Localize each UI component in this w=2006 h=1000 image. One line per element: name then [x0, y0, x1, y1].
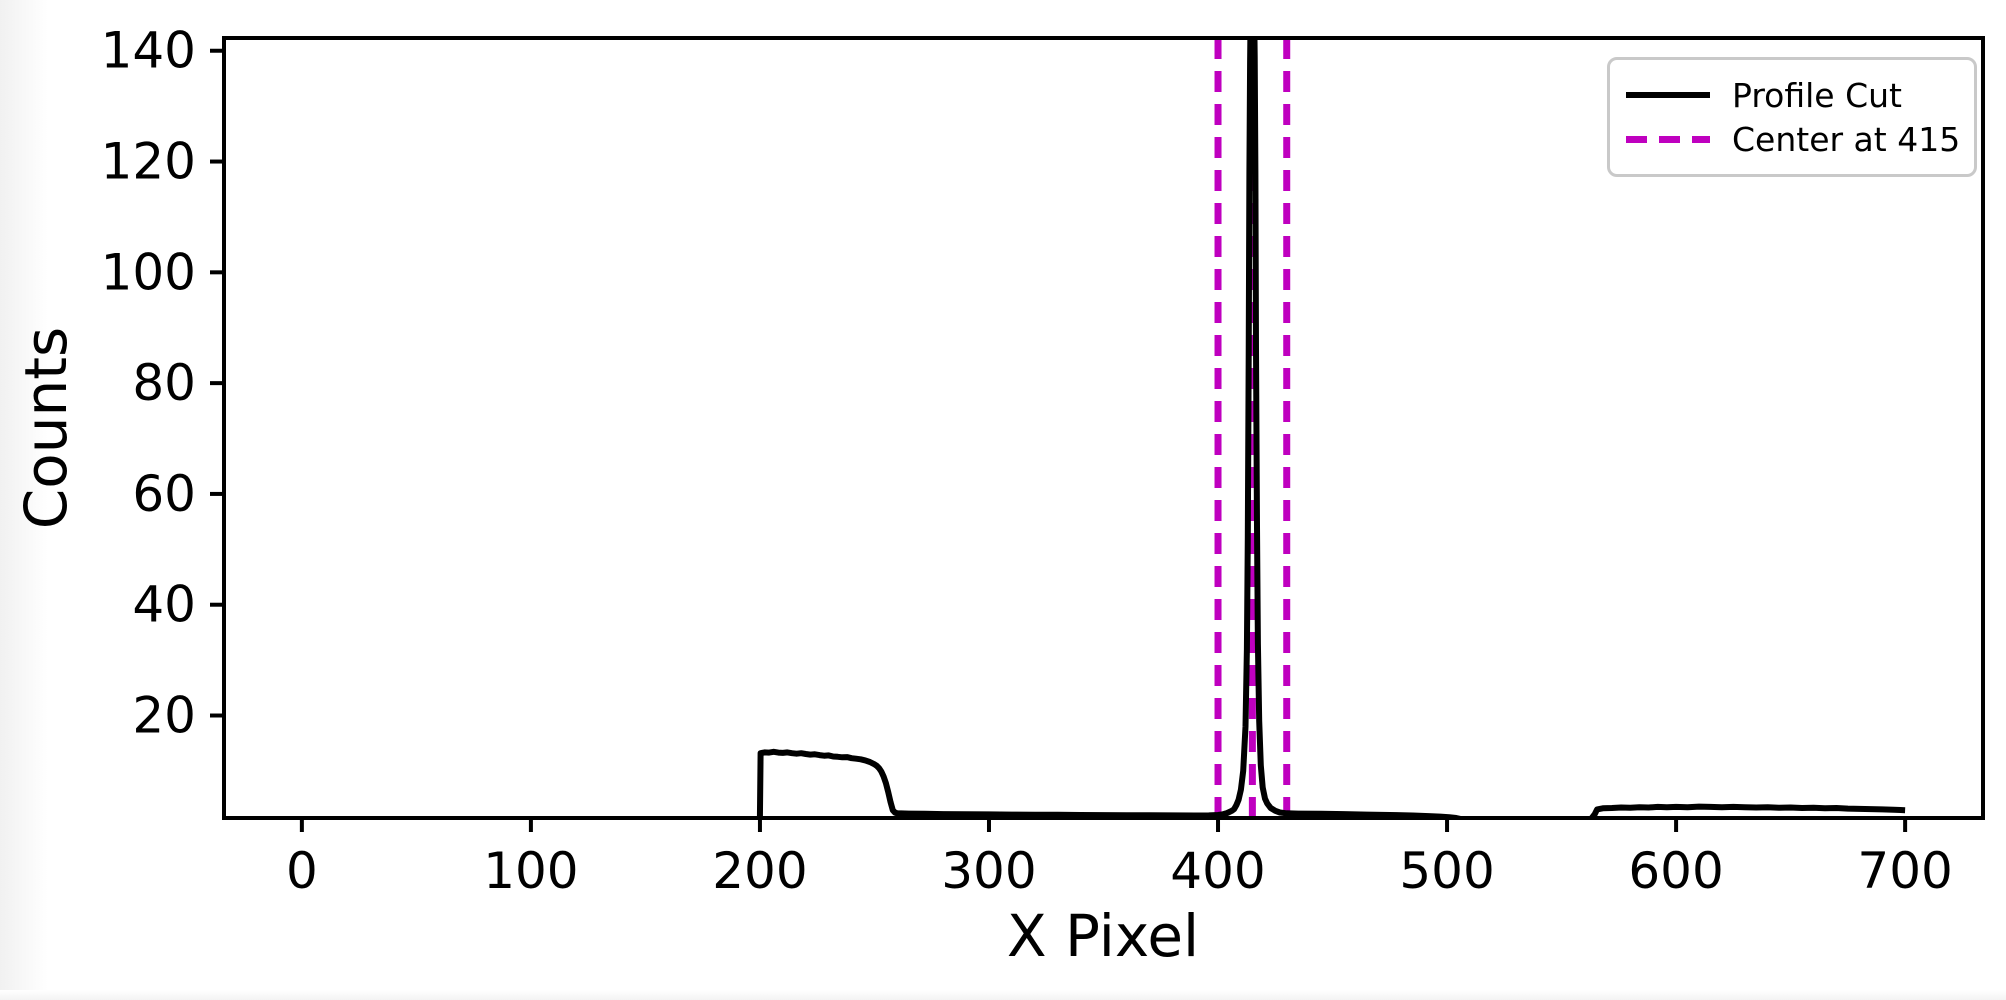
- y-tick-label: 20: [132, 687, 196, 745]
- x-tick-label: 200: [712, 842, 807, 900]
- solid-line-sample-icon: [1626, 92, 1710, 98]
- profile-cut-path: [756, 38, 1906, 818]
- x-tick-label: 300: [941, 842, 1036, 900]
- x-tick-label: 600: [1628, 842, 1723, 900]
- axis-ticks: [210, 48, 1908, 832]
- profile-line: [756, 38, 1906, 818]
- x-tick-label: 0: [286, 842, 318, 900]
- legend-item-center: Center at 415: [1626, 117, 1961, 161]
- x-tick-label: 100: [483, 842, 578, 900]
- x-axis-label: X Pixel: [1007, 902, 1199, 970]
- dashed-line-sample-icon: [1626, 135, 1710, 143]
- legend-item-profile-cut: Profile Cut: [1626, 73, 1958, 117]
- x-tick-label: 500: [1399, 842, 1494, 900]
- y-tick-label: 100: [101, 243, 196, 301]
- x-tick-label: 400: [1170, 842, 1265, 900]
- axes-frame: [222, 36, 1985, 820]
- x-tick-label: 700: [1857, 842, 1952, 900]
- legend: Profile Cut Center at 415: [1607, 57, 1977, 177]
- legend-label: Center at 415: [1732, 119, 1961, 159]
- plot-spines: [222, 36, 1985, 820]
- y-tick-label: 140: [101, 22, 196, 80]
- y-tick-label: 80: [132, 354, 196, 412]
- y-tick-label: 120: [101, 133, 196, 191]
- y-axis-label: Counts: [12, 327, 80, 529]
- y-tick-label: 40: [132, 576, 196, 634]
- y-tick-label: 60: [132, 465, 196, 523]
- legend-label: Profile Cut: [1732, 75, 1902, 115]
- tick-labels: 0 100 200 300 400 500 600 700 20 40 60 80 100 120 140: [101, 22, 1953, 900]
